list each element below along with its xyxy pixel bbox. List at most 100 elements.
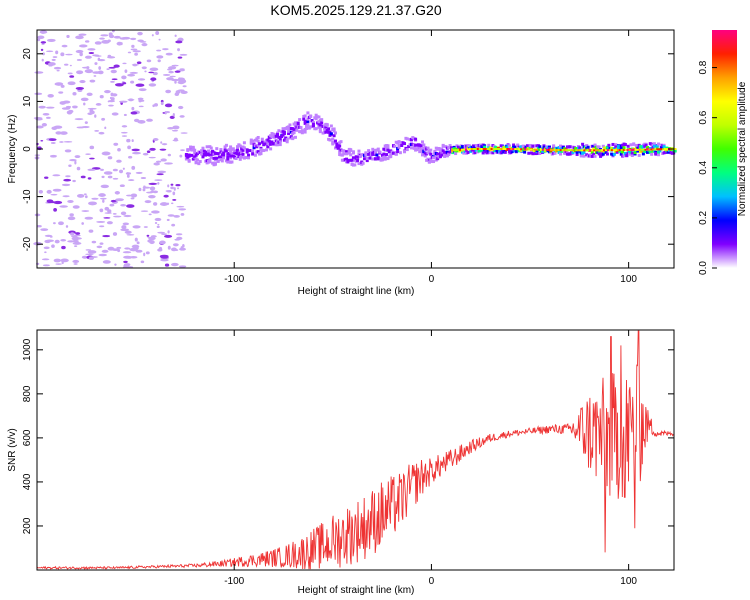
spectrogram-noise-cell xyxy=(172,198,177,201)
spectrogram-noise-cell xyxy=(154,179,163,181)
spectrogram-ridge-cell xyxy=(238,157,242,161)
spectrogram-core-cell xyxy=(484,148,488,150)
spectrogram-noise-cell xyxy=(59,101,67,105)
spectrogram-noise-cell xyxy=(160,256,170,259)
spectrogram-noise-cell xyxy=(161,233,168,236)
spectrogram-noise-cell xyxy=(121,225,127,230)
spectrogram-ridge-cell xyxy=(251,149,255,153)
spectrogram-ridge-cell xyxy=(311,124,315,128)
spectrogram-ridge-cell xyxy=(349,153,353,157)
spectrogram-noise-cell xyxy=(72,205,80,209)
spectrogram-ridge-cell xyxy=(397,145,401,149)
spectrogram-core-cell xyxy=(603,149,606,152)
spectrogram-noise-cell xyxy=(167,68,173,71)
spectrogram-noise-cell xyxy=(124,69,128,73)
snr-ticks: -100 0 100 200 400 600 800 1000 xyxy=(22,330,674,587)
spectrogram-noise-cell xyxy=(66,34,70,38)
spectrogram-core-cell xyxy=(624,148,628,151)
spectrogram-core-cell xyxy=(648,148,651,151)
spectrogram-noise-cell xyxy=(45,239,54,243)
spectrogram-ridge-cell xyxy=(538,151,542,155)
snr-xtick-label: -100 xyxy=(224,576,244,587)
spectrogram-ridge-cell xyxy=(441,144,445,148)
spectrogram-core-cell xyxy=(510,148,513,150)
spectrogram-noise-cell xyxy=(45,106,55,109)
spectrogram-ridge-cell xyxy=(213,162,217,166)
spectrogram-ridge-cell xyxy=(269,147,273,151)
spectrogram-core-cell xyxy=(462,148,466,151)
spectrogram-noise-cell xyxy=(53,258,61,263)
spectrogram-noise-cell xyxy=(43,246,50,250)
spectrogram-ridge-cell xyxy=(628,152,632,156)
spectrogram-ridge-cell xyxy=(648,146,652,150)
spectrogram-noise-cell xyxy=(46,116,51,119)
spectrogram-ridge-cell xyxy=(317,115,321,119)
spectrogram-core-cell xyxy=(464,148,468,151)
spectrogram-core-cell xyxy=(632,148,636,151)
spectrogram-noise-cell xyxy=(89,145,95,150)
spectrogram-noise-cell xyxy=(102,260,111,264)
spectrogram-noise-cell xyxy=(144,70,147,73)
spectrogram-noise-cell xyxy=(130,80,135,84)
spectrogram-noise-cell xyxy=(59,205,68,208)
spectrogram-core-cell xyxy=(524,148,527,151)
spectrogram-noise-cell xyxy=(113,215,122,218)
spectrogram-noise-cell xyxy=(159,148,167,151)
spectrogram-ridge-cell xyxy=(418,146,422,150)
spectrogram-noise-cell xyxy=(94,41,102,45)
spectrogram-noise-cell xyxy=(165,190,169,192)
spectrogram-noise-cell xyxy=(174,80,177,84)
spectrogram-noise-cell xyxy=(69,213,74,217)
spectrogram-noise-cell xyxy=(115,198,124,202)
spectrogram-core-cell xyxy=(626,148,630,151)
spectrogram-noise-cell xyxy=(65,225,69,228)
spectrogram-noise-cell xyxy=(34,92,43,95)
spectrogram-noise-cell xyxy=(98,131,105,135)
spectrogram-noise-cell xyxy=(63,141,73,143)
spectrogram-noise-cell xyxy=(113,142,119,146)
spectrogram-ridge-cell xyxy=(335,144,339,148)
spectrogram-noise-cell xyxy=(52,174,61,177)
spectrogram-ridge-cell xyxy=(581,142,585,146)
spectrogram-ridge-cell xyxy=(325,123,329,127)
spectrogram-noise-cell xyxy=(153,202,158,206)
spectrogram-ridge-cell xyxy=(605,152,609,156)
spectrogram-noise-cell xyxy=(167,184,170,188)
spectrogram-core-cell xyxy=(559,149,563,152)
spectrogram-noise-cell xyxy=(156,225,160,229)
spectrogram-noise-cell xyxy=(121,125,128,128)
spectrogram-noise-cell xyxy=(102,234,111,238)
spectrogram-core-cell xyxy=(457,148,460,151)
spectrogram-core-cell xyxy=(453,149,456,152)
spectrogram-ridge-cell xyxy=(287,125,291,129)
colorbar-gradient xyxy=(712,30,737,268)
spectrogram-ridge-cell xyxy=(273,133,277,137)
spectrogram-ridge-cell xyxy=(251,139,255,143)
spectrogram-noise-cell xyxy=(136,61,142,65)
spectrogram-ridge-cell xyxy=(264,148,268,152)
spectrogram-ridge-cell xyxy=(241,152,245,156)
spectrogram-ridge-cell xyxy=(306,117,310,121)
spectrogram-noise-cell xyxy=(41,258,50,261)
spectrogram-ridge-cell xyxy=(187,154,191,158)
spectrogram-noise-cell xyxy=(156,173,164,176)
spectrogram-ridge-cell xyxy=(604,150,608,154)
spectrogram-ridge-cell xyxy=(190,153,194,157)
spectrogram-ridge-cell xyxy=(440,147,444,151)
spectrogram-core-cell xyxy=(608,149,612,152)
spectrogram-ridge-cell xyxy=(397,140,401,144)
spectrogram-ridge-cell xyxy=(247,156,251,160)
spectrogram-core-cell xyxy=(530,148,533,151)
spectrogram-ridge-cell xyxy=(320,118,324,122)
spectrogram-noise-cell xyxy=(54,239,60,244)
spectrogram-ridge-cell xyxy=(259,152,263,156)
spectrogram-ridge-cell xyxy=(673,149,677,153)
spectrogram-ridge-cell xyxy=(320,121,324,125)
spectrogram-noise-cell xyxy=(65,53,73,56)
spectrogram-noise-cell xyxy=(76,166,81,171)
spectrogram-noise-cell xyxy=(74,118,84,121)
spectrogram-noise-cell xyxy=(108,104,114,107)
spectrogram-noise-cell xyxy=(61,183,71,187)
spectrogram-core-cell xyxy=(579,149,582,152)
spectrogram-noise-cell xyxy=(171,129,179,132)
